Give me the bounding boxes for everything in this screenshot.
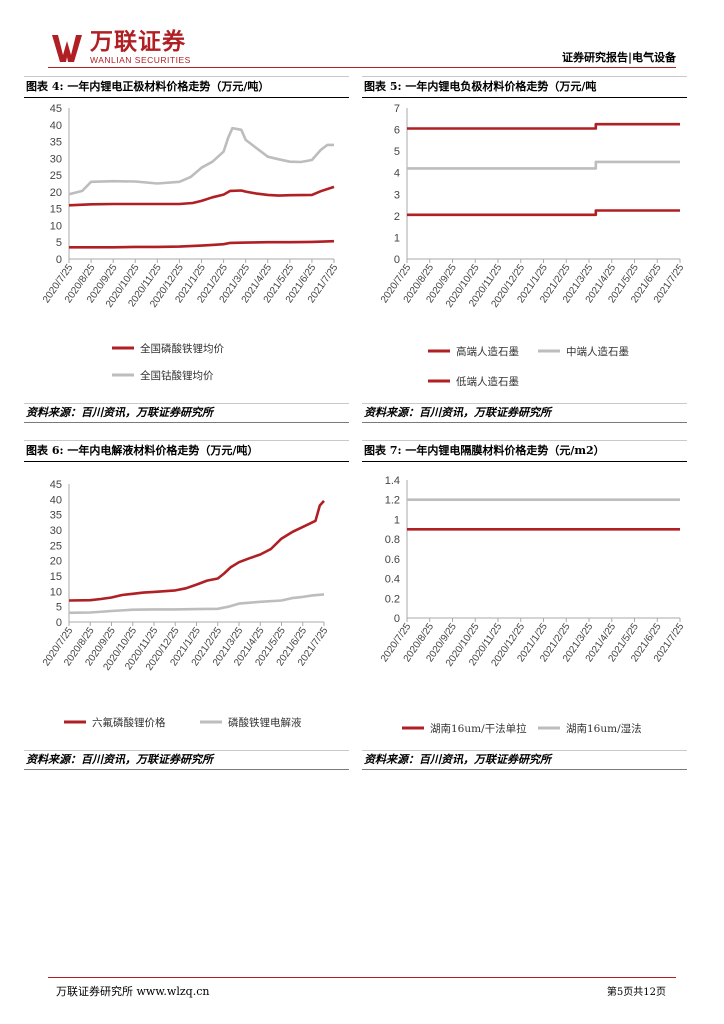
logo-cn-text: 万联证券 (90, 29, 186, 55)
legend-label: 湖南16um/湿法 (566, 722, 642, 735)
figure-title: 图表 7: 一年内锂电隔膜材料价格走势（元/m2） (362, 440, 687, 462)
y-tick-label: 2 (394, 211, 400, 223)
page-number: 第5页共12页 (606, 987, 666, 998)
y-tick-label: 0.6 (385, 554, 400, 566)
series-line (68, 593, 325, 615)
footer-divider (48, 977, 676, 978)
legend-label: 全国磷酸铁锂均价 (140, 342, 224, 355)
header-divider (48, 67, 676, 68)
legend-label: 中端人造石墨 (566, 345, 629, 358)
footer-publisher: 万联证券研究所 www.wlzq.cn (56, 985, 210, 998)
figure-source: 资料来源：百川资讯，万联证券研究所 (362, 403, 687, 423)
series-line (69, 239, 335, 249)
y-tick-label: 40 (50, 120, 62, 132)
legend-label: 湖南16um/干法单拉 (430, 722, 527, 735)
figure-7: 图表 7: 一年内锂电隔膜材料价格走势（元/m2） 0 0.2 0.4 0.6 0.8 1… (362, 440, 687, 770)
series-line (407, 209, 680, 217)
y-tick-label: 0 (56, 254, 62, 266)
y-tick-label: 6 (394, 125, 400, 137)
y-tick-label: 20 (50, 187, 62, 199)
series-line (68, 500, 325, 602)
y-tick-label: 45 (50, 103, 62, 115)
wanlian-logo-icon (52, 34, 82, 62)
y-tick-label: 35 (50, 137, 62, 149)
y-tick-label: 1 (394, 232, 400, 244)
y-tick-label: 0.8 (385, 534, 400, 546)
y-tick-label: 25 (50, 540, 62, 552)
y-tick-label: 1 (394, 514, 400, 526)
company-logo: 万联证券 WANLIAN SECURITIES (50, 30, 191, 65)
y-tick-label: 4 (394, 168, 400, 180)
y-tick-label: 0.2 (385, 593, 400, 605)
y-tick-label: 20 (50, 556, 62, 568)
y-tick-label: 0 (394, 254, 400, 266)
y-tick-label: 3 (394, 189, 400, 201)
chart-separator-prices: 00.20.40.60.811.21.42020/7/252020/8/2520… (379, 475, 687, 735)
figure-4: 图表 4: 一年内锂电正极材料价格走势（万元/吨） 0 5 10 15 20 25 30 35… (24, 76, 349, 425)
y-tick-label: 10 (50, 220, 62, 232)
y-tick-label: 15 (50, 204, 62, 216)
figure-source: 资料来源：百川资讯，万联证券研究所 (362, 750, 687, 770)
y-tick-label: 10 (50, 586, 62, 598)
series-line (407, 160, 680, 170)
y-tick-label: 0 (56, 617, 62, 629)
figure-title: 图表 5: 一年内锂电负极材料价格走势（万元/吨 (362, 76, 687, 98)
legend-label: 低端人造石墨 (456, 375, 519, 388)
legend-label: 全国钴酸锂均价 (140, 369, 214, 382)
legend-label: 六氟磷酸锂价格 (92, 716, 166, 729)
logo-en-text: WANLIAN SECURITIES (90, 55, 191, 65)
series-line (68, 185, 335, 207)
y-tick-label: 5 (56, 602, 62, 614)
figure-source: 资料来源：百川资讯，万联证券研究所 (24, 750, 349, 770)
figure-title: 图表 6: 一年内电解液材料价格走势（万元/吨） (24, 440, 349, 462)
figure-6: 图表 6: 一年内电解液材料价格走势（万元/吨） 0 5 10 15 20 25 30 35 4… (24, 440, 349, 770)
y-tick-label: 7 (394, 103, 400, 115)
chart-cathode-prices: 0510152025303540452020/7/252020/8/252020… (41, 103, 341, 382)
y-tick-label: 1.2 (385, 495, 400, 507)
y-tick-label: 35 (50, 510, 62, 522)
y-tick-label: 25 (50, 170, 62, 182)
series-line (407, 122, 680, 130)
y-tick-label: 5 (394, 146, 400, 158)
y-tick-label: 15 (50, 571, 62, 583)
legend-label: 磷酸铁锂电解液 (228, 716, 302, 729)
series-line (68, 126, 334, 196)
y-tick-label: 30 (50, 153, 62, 165)
y-tick-label: 0 (394, 613, 400, 625)
figure-5: 图表 5: 一年内锂电负极材料价格走势（万元/吨 0 1 2 3 4 5 6 7 2020/7/… (362, 76, 687, 425)
figure-title: 图表 4: 一年内锂电正极材料价格走势（万元/吨） (24, 76, 349, 98)
y-tick-label: 5 (56, 237, 62, 249)
chart-anode-prices: 012345672020/7/252020/8/252020/9/252020/… (379, 103, 687, 388)
figure-source: 资料来源：百川资讯，万联证券研究所 (24, 403, 349, 423)
y-tick-label: 0.4 (385, 574, 400, 586)
y-tick-label: 45 (50, 479, 62, 491)
chart-electrolyte-prices: 0510152025303540452020/7/252020/8/252020… (41, 479, 331, 729)
y-tick-label: 30 (50, 525, 62, 537)
y-tick-label: 1.4 (385, 475, 400, 487)
y-tick-label: 40 (50, 494, 62, 506)
legend-label: 高端人造石墨 (456, 345, 519, 358)
report-category: 证券研究报告|电气设备 (561, 51, 676, 64)
